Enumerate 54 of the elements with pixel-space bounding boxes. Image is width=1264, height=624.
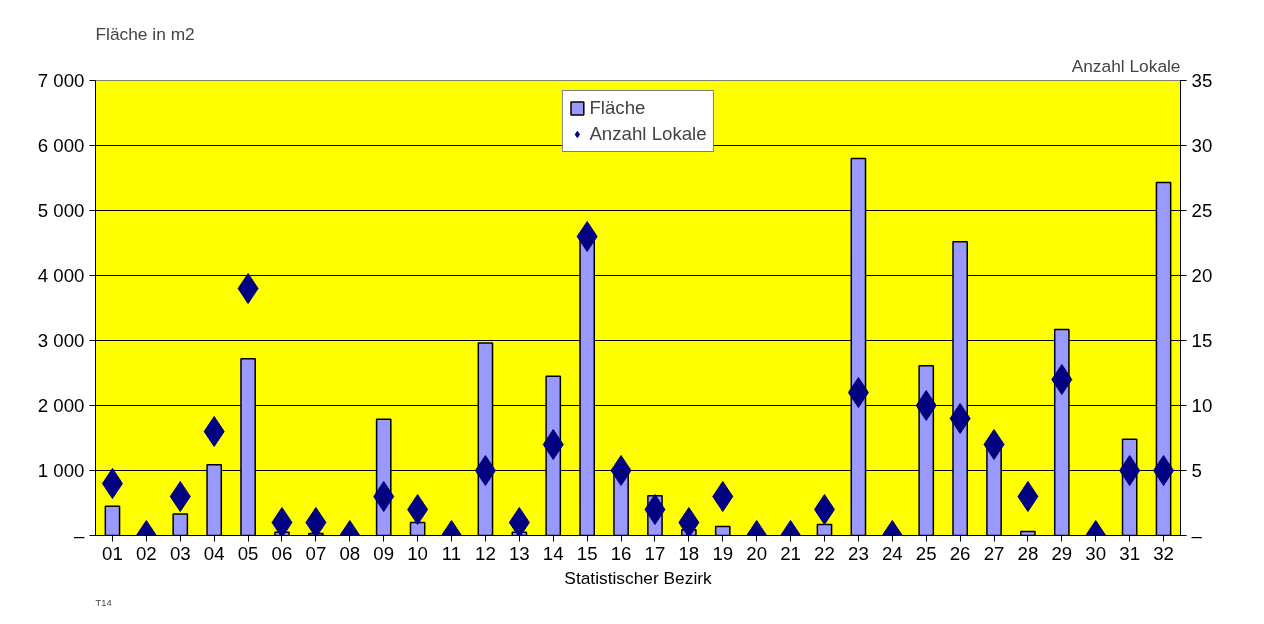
x-tick-label: 19 — [712, 542, 734, 564]
x-tick-label: 22 — [814, 542, 835, 564]
x-tick-label: 25 — [915, 542, 937, 564]
y-tick-label: 4 000 — [37, 265, 85, 286]
x-tick-label: 16 — [610, 542, 632, 564]
x-tick-label: 05 — [237, 542, 259, 564]
x-tick-label: 12 — [475, 542, 496, 564]
y-tick-label: 3 000 — [37, 330, 85, 351]
x-tick-label: 23 — [848, 542, 869, 564]
y2-tick-label: 5 — [1191, 460, 1202, 481]
x-tick-label: 15 — [576, 542, 598, 564]
x-tick-label: 06 — [271, 542, 293, 564]
y2-axis-title: Anzahl Lokale — [1071, 55, 1181, 76]
y2-tick-label: 20 — [1191, 265, 1213, 286]
x-tick-label: 13 — [508, 542, 530, 564]
y2-tick-label: 10 — [1191, 395, 1213, 416]
x-tick-label: 27 — [983, 542, 1005, 564]
x-tick-label: 03 — [169, 542, 191, 564]
y-tick-label: – — [74, 525, 86, 546]
x-axis-title: Statistischer Bezirk — [564, 567, 712, 588]
x-tick-label: 10 — [407, 542, 428, 564]
x-tick-label: 02 — [135, 542, 157, 564]
y2-tick-label: 25 — [1191, 200, 1213, 221]
x-tick-label: 14 — [542, 542, 564, 564]
x-tick-label: 04 — [203, 542, 225, 564]
y-tick-label: 5 000 — [37, 200, 85, 221]
x-tick-label: 32 — [1153, 542, 1174, 564]
x-tick-label: 31 — [1119, 542, 1141, 564]
legend-label: Fläche — [589, 97, 646, 119]
x-tick-label: 20 — [746, 542, 768, 564]
text: T14 — [95, 597, 112, 608]
legend-label: Anzahl Lokale — [589, 123, 707, 145]
x-tick-label: 01 — [102, 542, 123, 564]
x-tick-label: 18 — [678, 542, 700, 564]
y2-tick-label: 15 — [1191, 330, 1213, 351]
y2-tick-label: – — [1191, 525, 1203, 546]
x-tick-label: 29 — [1051, 542, 1073, 564]
y-tick-label: 6 000 — [37, 135, 85, 156]
y-tick-label: 7 000 — [37, 70, 85, 91]
x-tick-label: 08 — [339, 542, 361, 564]
x-tick-label: 26 — [949, 542, 971, 564]
y-tick-label: 1 000 — [37, 460, 85, 481]
x-tick-label: 07 — [305, 542, 327, 564]
x-tick-label: 30 — [1085, 542, 1107, 564]
y-tick-label: 2 000 — [37, 395, 85, 416]
x-tick-label: 21 — [780, 542, 801, 564]
x-tick-label: 11 — [441, 542, 462, 564]
y2-tick-label: 35 — [1191, 70, 1213, 91]
x-tick-label: 09 — [373, 542, 395, 564]
x-tick-label: 28 — [1017, 542, 1039, 564]
y2-tick-label: 30 — [1191, 135, 1213, 156]
x-tick-label: 17 — [644, 542, 666, 564]
x-tick-label: 24 — [881, 542, 903, 564]
y-axis-title: Fläche in m2 — [95, 23, 195, 44]
